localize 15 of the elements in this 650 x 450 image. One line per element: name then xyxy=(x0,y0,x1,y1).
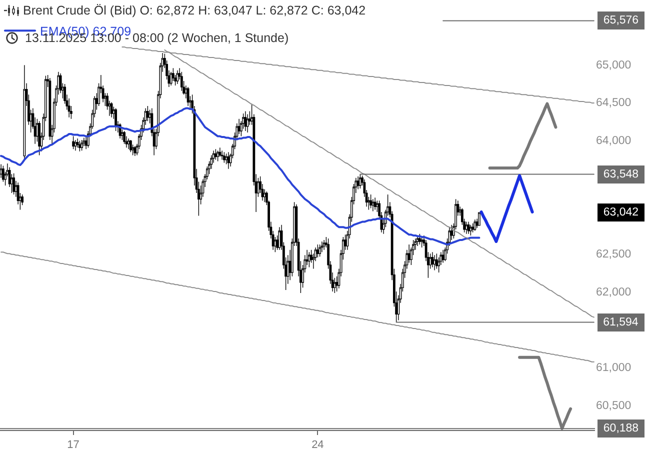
y-tick-label: 62,000 xyxy=(596,286,632,298)
y-tick-label: 62,500 xyxy=(596,248,632,261)
y-tick-label: 64,500 xyxy=(596,97,632,110)
y-tick-label: 64,000 xyxy=(596,135,632,148)
chart-title: Brent Crude Öl (Bid) O: 62,872 H: 63,047 L: 62,872 C: 63,042 xyxy=(23,3,366,18)
data-label: 65,576 xyxy=(603,14,639,26)
y-tick-label: 65,000 xyxy=(596,59,632,72)
x-tick-label: 24 xyxy=(312,439,324,450)
y-tick-label: 61,000 xyxy=(596,362,632,374)
x-tick-label: 17 xyxy=(67,439,80,450)
y-tick-label: 60,500 xyxy=(596,400,632,412)
text: 63,042 xyxy=(603,206,639,218)
data-label: 61,594 xyxy=(603,316,639,328)
data-label: 63,548 xyxy=(603,168,639,180)
ref-line-label: 60,188 xyxy=(603,422,639,434)
